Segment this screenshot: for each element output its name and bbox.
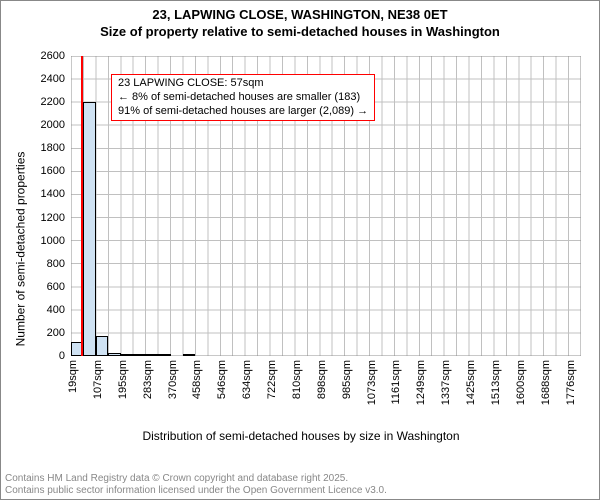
histogram-bar (121, 354, 133, 356)
histogram-bar (146, 354, 158, 356)
footer-line-2: Contains public sector information licen… (5, 485, 387, 497)
histogram-bar (83, 102, 95, 356)
x-tick: 458sqm (191, 360, 203, 399)
y-tick: 2000 (41, 119, 71, 131)
x-tick: 898sqm (316, 360, 328, 399)
annotation-line-1: 23 LAPWING CLOSE: 57sqm (118, 77, 368, 91)
x-tick: 634sqm (241, 360, 253, 399)
x-tick: 1600sqm (515, 360, 527, 405)
y-tick: 400 (47, 304, 71, 316)
y-tick: 200 (47, 327, 71, 339)
x-tick: 810sqm (291, 360, 303, 399)
x-tick: 195sqm (117, 360, 129, 399)
histogram-bar (158, 354, 170, 356)
y-tick: 800 (47, 258, 71, 270)
x-tick: 107sqm (92, 360, 104, 399)
x-tick: 985sqm (341, 360, 353, 399)
x-tick: 19sqm (67, 360, 79, 393)
annotation-box: 23 LAPWING CLOSE: 57sqm ← 8% of semi-det… (111, 74, 375, 121)
y-tick: 1600 (41, 165, 71, 177)
x-tick: 370sqm (167, 360, 179, 399)
y-tick: 1800 (41, 142, 71, 154)
x-tick: 722sqm (266, 360, 278, 399)
chart-title: 23, LAPWING CLOSE, WASHINGTON, NE38 0ET (1, 7, 599, 22)
y-tick: 2600 (41, 50, 71, 62)
x-tick: 1776sqm (565, 360, 577, 405)
chart-subtitle: Size of property relative to semi-detach… (1, 24, 599, 39)
chart-area: Number of semi-detached properties 23 LA… (1, 46, 600, 451)
x-tick: 1073sqm (366, 360, 378, 405)
x-tick: 1249sqm (415, 360, 427, 405)
histogram-bar (133, 354, 145, 356)
plot-area: 23 LAPWING CLOSE: 57sqm ← 8% of semi-det… (71, 56, 581, 356)
histogram-bar (183, 354, 195, 356)
x-tick: 1513sqm (490, 360, 502, 405)
annotation-line-2: ← 8% of semi-detached houses are smaller… (118, 91, 368, 105)
x-tick: 1688sqm (540, 360, 552, 405)
y-tick: 1000 (41, 235, 71, 247)
x-tick: 1161sqm (390, 360, 402, 404)
y-tick: 1400 (41, 188, 71, 200)
y-tick: 600 (47, 281, 71, 293)
x-tick: 1337sqm (440, 360, 452, 405)
y-tick: 2200 (41, 96, 71, 108)
y-axis-label: Number of semi-detached properties (13, 151, 27, 346)
chart-container: 23, LAPWING CLOSE, WASHINGTON, NE38 0ET … (0, 0, 600, 500)
x-tick: 546sqm (216, 360, 228, 399)
footer-line-1: Contains HM Land Registry data © Crown c… (5, 473, 387, 485)
y-tick: 2400 (41, 73, 71, 85)
x-tick: 283sqm (142, 360, 154, 399)
highlight-marker-line (81, 56, 83, 356)
x-axis-label: Distribution of semi-detached houses by … (1, 429, 600, 443)
histogram-bar (96, 336, 108, 356)
y-tick: 1200 (41, 212, 71, 224)
histogram-bar (108, 353, 120, 356)
annotation-line-3: 91% of semi-detached houses are larger (… (118, 105, 368, 119)
x-tick: 1425sqm (465, 360, 477, 405)
footer-attribution: Contains HM Land Registry data © Crown c… (5, 473, 387, 497)
